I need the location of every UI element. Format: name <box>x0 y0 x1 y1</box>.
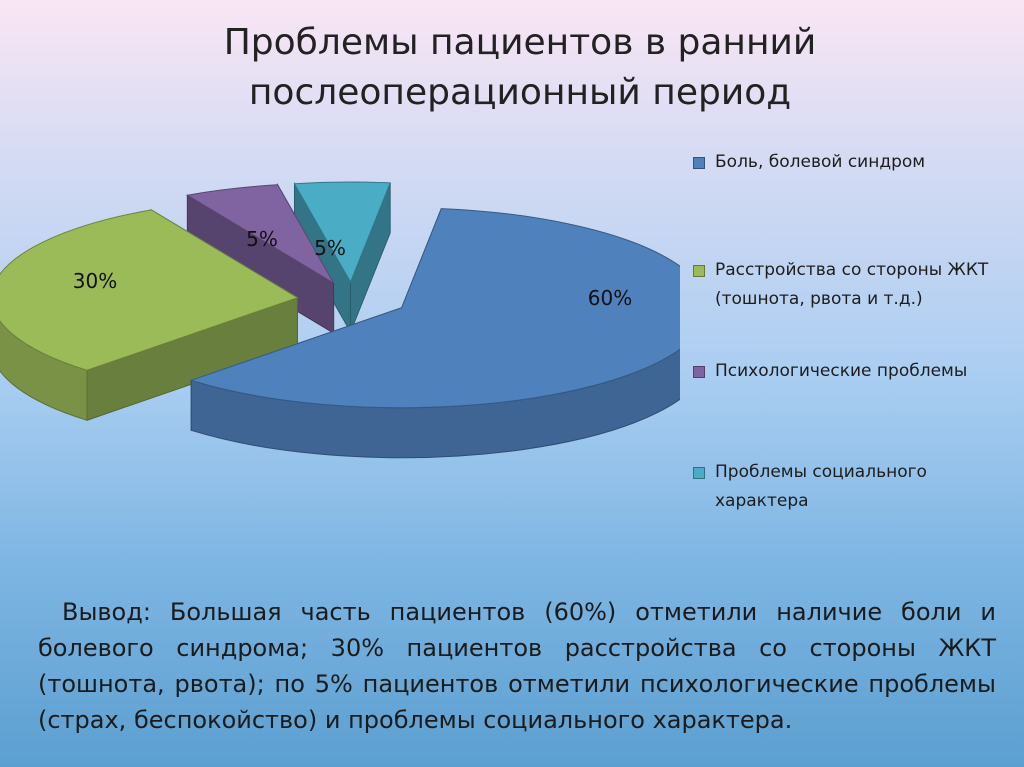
legend-label-gi: Расстройства со стороны ЖКТ (тошнота, рв… <box>715 260 989 309</box>
legend-label-social: Проблемы социального характера <box>715 462 927 511</box>
legend-item-gi: Расстройства со стороны ЖКТ (тошнота, рв… <box>693 256 1013 314</box>
legend-label-psych: Психологические проблемы <box>715 361 968 381</box>
conclusion-paragraph: Вывод: Большая часть пациентов (60%) отм… <box>38 598 996 734</box>
pie-data-label-pain: 60% <box>588 286 632 310</box>
legend-item-pain: Боль, болевой синдром <box>693 148 1013 177</box>
page-title: Проблемы пациентов в ранний послеопераци… <box>170 18 870 118</box>
legend-swatch-psych <box>693 366 705 378</box>
pie-slice-psych <box>185 184 335 285</box>
legend-swatch-pain <box>693 157 705 169</box>
pie-slice-gi <box>0 209 299 371</box>
pie-chart: 60% 30% 5% 5% <box>0 181 680 459</box>
title-line-2: послеоперационный период <box>248 72 792 113</box>
legend-swatch-social <box>693 467 705 479</box>
pie-data-label-gi: 30% <box>73 269 117 293</box>
legend-label-pain: Боль, болевой синдром <box>715 152 926 172</box>
pie-slice-pain <box>189 208 680 409</box>
conclusion-text: Вывод: Большая часть пациентов (60%) отм… <box>38 594 996 738</box>
title-line-1: Проблемы пациентов в ранний <box>223 22 817 63</box>
pie-data-label-social: 5% <box>314 236 346 260</box>
legend-item-psych: Психологические проблемы <box>693 357 1013 386</box>
legend-item-social: Проблемы социального характера <box>693 458 1013 516</box>
pie-data-label-psych: 5% <box>246 227 278 251</box>
pie-slice-social <box>293 181 391 284</box>
legend-swatch-gi <box>693 265 705 277</box>
